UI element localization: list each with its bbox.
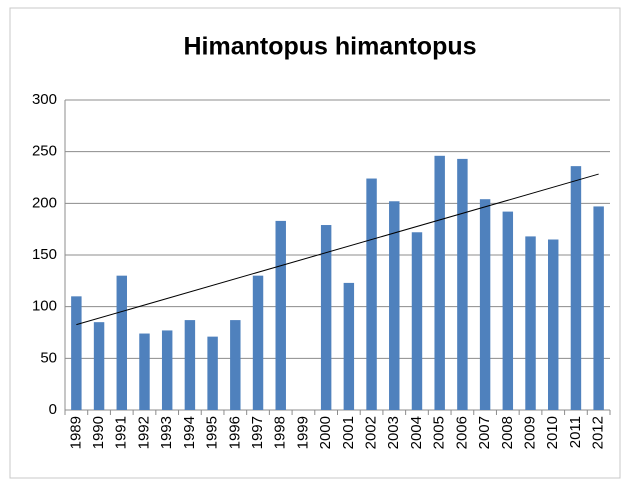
x-tick-label: 1997 <box>249 416 266 449</box>
bar <box>434 155 445 410</box>
bar <box>275 220 286 410</box>
x-tick-label: 1999 <box>294 416 311 449</box>
x-tick-label: 1994 <box>181 416 198 449</box>
bar <box>184 320 196 410</box>
x-tick-label: 2006 <box>453 416 470 449</box>
x-tick-label: 2010 <box>544 416 561 449</box>
bar <box>71 296 82 410</box>
x-tick-label: 1989 <box>67 416 84 449</box>
x-tick-label: 1995 <box>204 416 221 449</box>
x-tick-label: 2005 <box>431 416 448 449</box>
bar <box>116 275 127 410</box>
bar <box>457 158 468 410</box>
x-tick-label: 2002 <box>363 416 380 449</box>
bar <box>230 320 241 410</box>
x-tick-label: 2007 <box>476 416 493 449</box>
x-tick-label: 2003 <box>385 416 402 449</box>
y-tick-label: 0 <box>49 401 57 418</box>
bar <box>252 275 264 410</box>
bar <box>411 232 423 410</box>
chart-title: Himantopus himantopus <box>183 33 476 61</box>
x-tick-label: 2012 <box>590 416 607 449</box>
bar <box>93 322 105 410</box>
trendline <box>76 173 599 326</box>
bar <box>320 225 332 410</box>
x-tick-label: 2009 <box>521 416 538 449</box>
y-tick-label: 250 <box>32 143 57 160</box>
x-tick-label: 1991 <box>113 416 130 449</box>
bar <box>389 201 400 410</box>
bar <box>366 178 377 410</box>
y-tick-label: 200 <box>32 194 57 211</box>
x-tick-label: 1993 <box>158 416 175 449</box>
y-tick-label: 150 <box>32 246 57 263</box>
bar <box>502 211 514 410</box>
bar <box>161 330 173 410</box>
bar <box>548 239 559 410</box>
x-tick-label: 2004 <box>408 416 425 449</box>
bar <box>207 336 218 410</box>
bar <box>139 333 150 410</box>
x-tick-label: 2011 <box>567 416 584 448</box>
x-tick-label: 1990 <box>90 416 107 449</box>
bar <box>593 206 604 410</box>
x-tick-label: 1992 <box>135 416 152 449</box>
x-tick-label: 1996 <box>226 416 243 449</box>
chart-border <box>9 7 621 479</box>
y-tick-label: 100 <box>32 298 57 315</box>
bar <box>525 236 536 410</box>
bar <box>343 282 355 410</box>
bar <box>570 166 582 410</box>
x-tick-label: 2008 <box>499 416 516 449</box>
y-tick-label: 50 <box>40 349 57 366</box>
y-tick-label: 300 <box>32 91 57 108</box>
x-tick-label: 2000 <box>317 416 334 449</box>
x-tick-label: 2001 <box>340 416 357 449</box>
bar <box>479 199 491 410</box>
x-tick-label: 1998 <box>272 416 289 449</box>
